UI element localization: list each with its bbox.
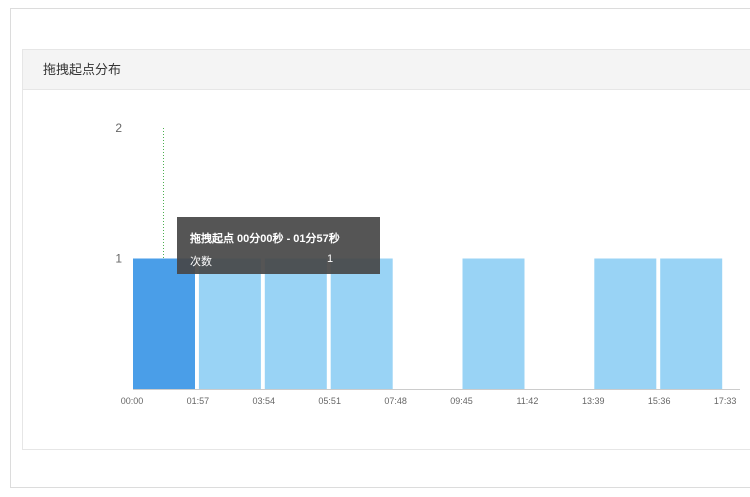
x-tick-label: 01:57	[187, 396, 210, 406]
chart-panel: 拖拽起点分布	[22, 49, 750, 450]
x-tick-label: 03:54	[253, 396, 276, 406]
x-tick-label: 15:36	[648, 396, 671, 406]
x-tick-label: 07:48	[384, 396, 407, 406]
bar	[198, 258, 261, 389]
bar	[660, 258, 723, 389]
bar	[133, 258, 195, 389]
x-tick-label: 11:42	[516, 396, 538, 406]
x-tick-label: 13:39	[582, 396, 605, 406]
bar	[594, 258, 657, 389]
tooltip-label: 次数	[190, 256, 212, 268]
chart-tooltip: 拖拽起点 00分00秒 - 01分57秒 次数 1	[177, 217, 380, 274]
y-tick-label: 1	[115, 252, 122, 266]
tooltip-value: 1	[327, 253, 334, 265]
tooltip-title: 拖拽起点 00分00秒 - 01分57秒	[190, 233, 340, 245]
bar	[264, 258, 327, 389]
x-tick-label: 09:45	[450, 396, 473, 406]
x-tick-label: 17:33	[714, 396, 737, 406]
y-tick-label: 2	[115, 121, 122, 135]
bar	[330, 258, 393, 389]
x-tick-label: 00:00	[121, 396, 144, 406]
panel-title: 拖拽起点分布	[23, 50, 750, 90]
x-tick-label: 05:51	[318, 396, 341, 406]
bar	[462, 258, 525, 389]
